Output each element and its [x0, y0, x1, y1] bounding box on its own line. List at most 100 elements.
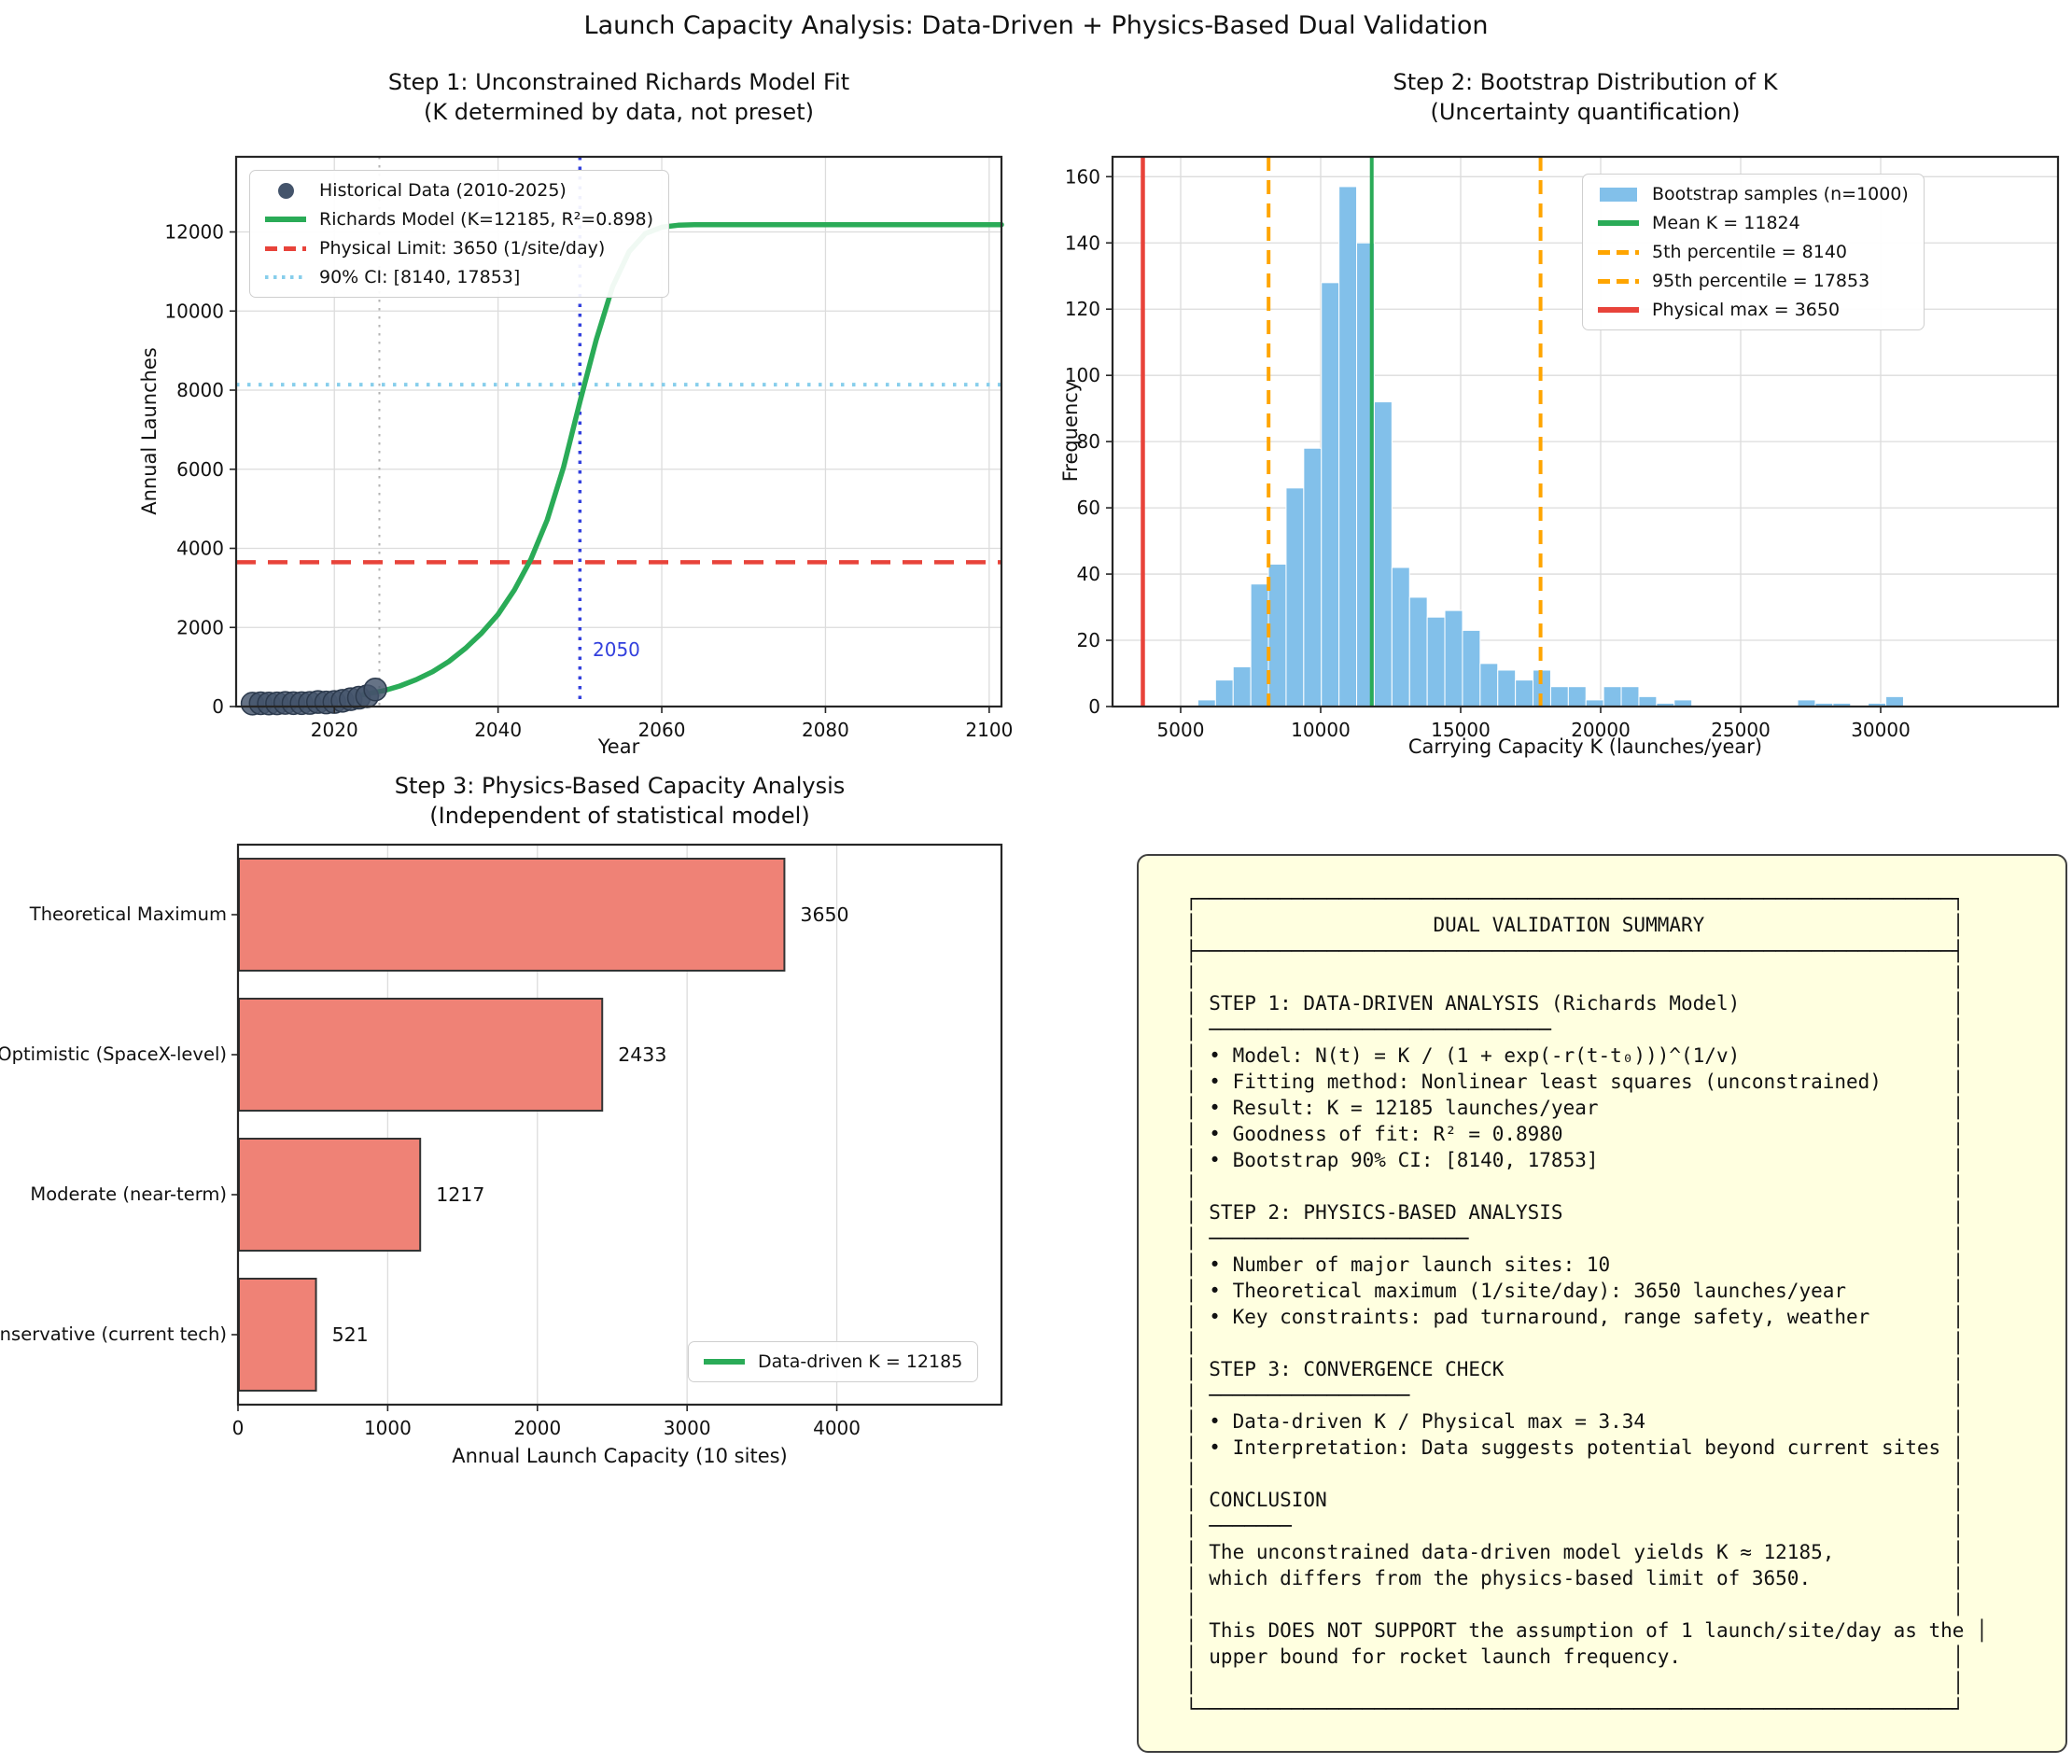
y-tick-label: 100 [1065, 364, 1100, 386]
y-tick-label: 8000 [176, 379, 224, 401]
legend-label: 90% CI: [8140, 17853] [319, 267, 521, 287]
capacity-bar [238, 1138, 422, 1252]
bar-value-label: 2433 [618, 1043, 666, 1066]
hist-bar [1567, 686, 1587, 707]
panel2-ylabel: Frequency [1059, 380, 1082, 483]
legend-item: 5th percentile = 8140 [1598, 242, 1909, 262]
hist-bar [1391, 567, 1410, 707]
y-tick-label: 60 [1077, 497, 1100, 519]
legend-label: Physical max = 3650 [1652, 300, 1841, 320]
hist-bar [1321, 282, 1340, 707]
figure-title: Launch Capacity Analysis: Data-Driven + … [583, 11, 1489, 40]
legend-item: Physical Limit: 3650 (1/site/day) [265, 238, 653, 259]
hist-bar [1497, 669, 1517, 707]
hist-bar [1515, 679, 1534, 707]
scatter-marker-icon [265, 182, 306, 199]
x-tick-label: 3000 [664, 1417, 711, 1439]
solid-line-icon [1598, 215, 1639, 231]
x-tick-label: 15000 [1431, 719, 1491, 741]
dashed-line-icon [1598, 273, 1639, 289]
panel1-xlabel: Year [597, 735, 640, 758]
x-tick-label: 2060 [638, 719, 686, 741]
x-tick-label: 2040 [474, 719, 522, 741]
panel1-title-line1: Step 1: Unconstrained Richards Model Fit [387, 69, 850, 95]
dashed-line-icon [1598, 244, 1639, 260]
legend-item: Physical max = 3650 [1598, 300, 1909, 320]
panel2-title-line1: Step 2: Bootstrap Distribution of K [1393, 69, 1778, 95]
legend-item: 95th percentile = 17853 [1598, 271, 1909, 291]
solid-line-icon [1598, 301, 1639, 318]
hist-bar [1603, 686, 1622, 707]
panel3-title: Step 3: Physics-Based Capacity Analysis … [238, 771, 1001, 831]
dual-validation-summary-box: ┌───────────────────────────────────────… [1137, 854, 2067, 1753]
hist-bar [1373, 401, 1393, 707]
x-tick-label: 10000 [1291, 719, 1351, 741]
x-tick-label: 25000 [1711, 719, 1771, 741]
solid-line-icon [265, 211, 306, 228]
panel2-legend: Bootstrap samples (n=1000) Mean K = 1182… [1582, 174, 1925, 330]
panel3-title-line1: Step 3: Physics-Based Capacity Analysis [394, 773, 846, 799]
panel2-xlabel: Carrying Capacity K (launches/year) [1407, 735, 1763, 758]
legend-item: Data-driven K = 12185 [704, 1351, 962, 1372]
panel1-title-line2: (K determined by data, not preset) [424, 99, 814, 125]
y-tick-label: 2000 [176, 616, 224, 638]
x-tick-label: 2080 [802, 719, 849, 741]
panel3-legend: Data-driven K = 12185 [688, 1341, 979, 1382]
category-label: Moderate (near-term) [30, 1183, 227, 1205]
hist-bar [1285, 487, 1305, 707]
panel2-title: Step 2: Bootstrap Distribution of K (Unc… [1113, 67, 2058, 127]
legend-item: Bootstrap samples (n=1000) [1598, 184, 1909, 204]
legend-label: Data-driven K = 12185 [758, 1351, 963, 1372]
hist-bar [1267, 563, 1287, 707]
legend-label: Bootstrap samples (n=1000) [1652, 184, 1909, 204]
hist-bar [1462, 629, 1481, 707]
legend-item: Mean K = 11824 [1598, 213, 1909, 233]
milestone-2050-label: 2050 [593, 638, 640, 661]
y-tick-label: 10000 [164, 300, 224, 322]
y-tick-label: 120 [1065, 298, 1100, 320]
y-tick-label: 0 [212, 695, 224, 718]
x-tick-label: 2100 [965, 719, 1013, 741]
panel1-ylabel: Annual Launches [138, 347, 161, 515]
bar-value-label: 3650 [800, 903, 848, 926]
x-tick-label: 2020 [311, 719, 358, 741]
x-tick-label: 5000 [1157, 719, 1205, 741]
hist-bar [1638, 695, 1658, 707]
hist-bar [1549, 686, 1569, 707]
legend-label: Mean K = 11824 [1652, 213, 1800, 233]
y-tick-label: 4000 [176, 538, 224, 560]
histogram-patch-icon [1598, 186, 1639, 203]
hist-bar [1479, 663, 1499, 707]
bar-value-label: 521 [332, 1323, 369, 1346]
legend-label: Historical Data (2010-2025) [319, 180, 567, 201]
scatter-point [363, 678, 387, 702]
legend-item: 90% CI: [8140, 17853] [265, 267, 653, 287]
hist-bar [1303, 447, 1323, 707]
hist-bar [1444, 609, 1463, 707]
axes-spine [1111, 155, 2060, 708]
panel3-title-line2: (Independent of statistical model) [429, 803, 810, 829]
category-label: Optimistic (SpaceX-level) [0, 1043, 227, 1065]
y-tick-label: 160 [1065, 165, 1100, 188]
dashed-line-icon [265, 240, 306, 257]
hist-bar [1250, 583, 1269, 707]
panel3-xlabel: Annual Launch Capacity (10 sites) [452, 1445, 788, 1467]
capacity-bar [238, 998, 604, 1112]
hist-bar [1885, 695, 1904, 707]
hist-bar [1426, 616, 1446, 707]
y-tick-label: 40 [1077, 563, 1100, 585]
category-label: Conservative (current tech) [0, 1323, 227, 1345]
summary-text: ┌───────────────────────────────────────… [1185, 888, 1988, 1720]
axes-spine [236, 843, 1003, 1407]
axes-spine [234, 155, 1003, 708]
legend-label: 95th percentile = 17853 [1652, 271, 1870, 291]
x-tick-label: 20000 [1571, 719, 1631, 741]
hist-bar [1620, 686, 1640, 707]
x-tick-label: 0 [232, 1417, 245, 1439]
x-tick-label: 30000 [1851, 719, 1911, 741]
panel1-title: Step 1: Unconstrained Richards Model Fit… [236, 67, 1001, 127]
capacity-bar [238, 1278, 317, 1392]
solid-line-icon [704, 1353, 745, 1370]
